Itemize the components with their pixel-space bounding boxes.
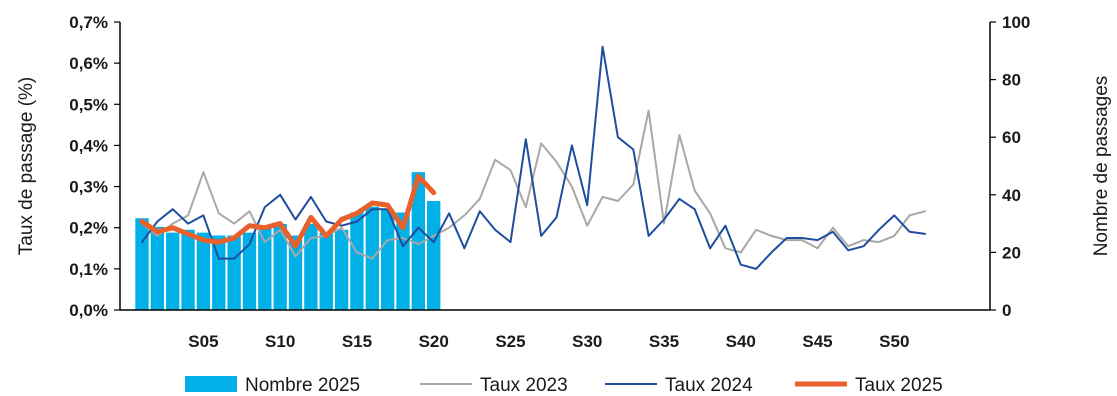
bar-nombre-2025 [180, 228, 196, 311]
left-tick-label: 0,0% [69, 301, 108, 320]
legend-label: Nombre 2025 [245, 375, 360, 396]
right-axis: 0 20 40 60 80 100 [989, 13, 1030, 320]
bar-nombre-2025 [195, 231, 211, 311]
left-axis-title: Taux de passage (%) [16, 77, 37, 256]
bar-nombre-2025 [165, 231, 181, 311]
legend-taux-2024: Taux 2024 [605, 375, 753, 396]
left-axis: 0,0% 0,1% 0,2% 0,3% 0,4% 0,5% 0,6% 0,7% [69, 13, 121, 320]
left-tick-label: 0,5% [69, 95, 108, 114]
bar-nombre-2025 [334, 228, 350, 311]
line-taux-2023 [141, 109, 926, 260]
left-tick-label: 0,4% [69, 136, 108, 155]
x-tick-label: S40 [726, 332, 756, 351]
bar-nombre-2025 [149, 226, 165, 311]
left-tick-label: 0,6% [69, 54, 108, 73]
x-tick-label: S20 [419, 332, 449, 351]
right-tick-label: 80 [1002, 71, 1021, 90]
bar-nombre-2025 [134, 217, 150, 311]
bar-nombre-2025 [226, 234, 242, 311]
x-axis: S05 S10 S15 S20 S25 S30 S35 S40 S45 S50 [120, 309, 990, 351]
x-tick-label: S35 [649, 332, 679, 351]
left-tick-label: 0,3% [69, 178, 108, 197]
x-tick-label: S05 [188, 332, 218, 351]
line-taux-2025 [139, 173, 437, 249]
x-tick-label: S45 [802, 332, 832, 351]
bars-nombre-2025 [134, 171, 442, 311]
lines [139, 45, 926, 270]
legend-nombre-2025: Nombre 2025 [185, 375, 360, 396]
x-tick-label: S10 [265, 332, 295, 351]
left-tick-label: 0,2% [69, 219, 108, 238]
x-tick-label: S50 [879, 332, 909, 351]
bar-nombre-2025 [380, 208, 396, 311]
legend-swatch [185, 376, 237, 392]
legend-taux-2025: Taux 2025 [795, 375, 943, 396]
right-tick-label: 0 [1002, 301, 1011, 320]
legend-label: Taux 2024 [665, 375, 753, 396]
left-tick-label: 0,7% [69, 13, 108, 32]
legend-label: Taux 2025 [855, 375, 943, 396]
right-tick-label: 100 [1002, 13, 1030, 32]
x-tick-label: S25 [495, 332, 525, 351]
x-tick-label: S15 [342, 332, 372, 351]
right-axis-title: Nombre de passages [1091, 76, 1112, 257]
legend-label: Taux 2023 [480, 375, 568, 396]
right-tick-label: 60 [1002, 128, 1021, 147]
legend-taux-2023: Taux 2023 [420, 375, 568, 396]
line-taux-2024 [141, 45, 926, 270]
left-tick-label: 0,1% [69, 260, 108, 279]
bar-nombre-2025 [426, 200, 442, 311]
legend: Nombre 2025 Taux 2023 Taux 2024 Taux 2025 [185, 375, 943, 396]
bar-nombre-2025 [318, 231, 334, 311]
x-tick-label: S30 [572, 332, 602, 351]
right-tick-label: 40 [1002, 186, 1021, 205]
right-tick-label: 20 [1002, 243, 1021, 262]
bar-nombre-2025 [349, 211, 365, 311]
